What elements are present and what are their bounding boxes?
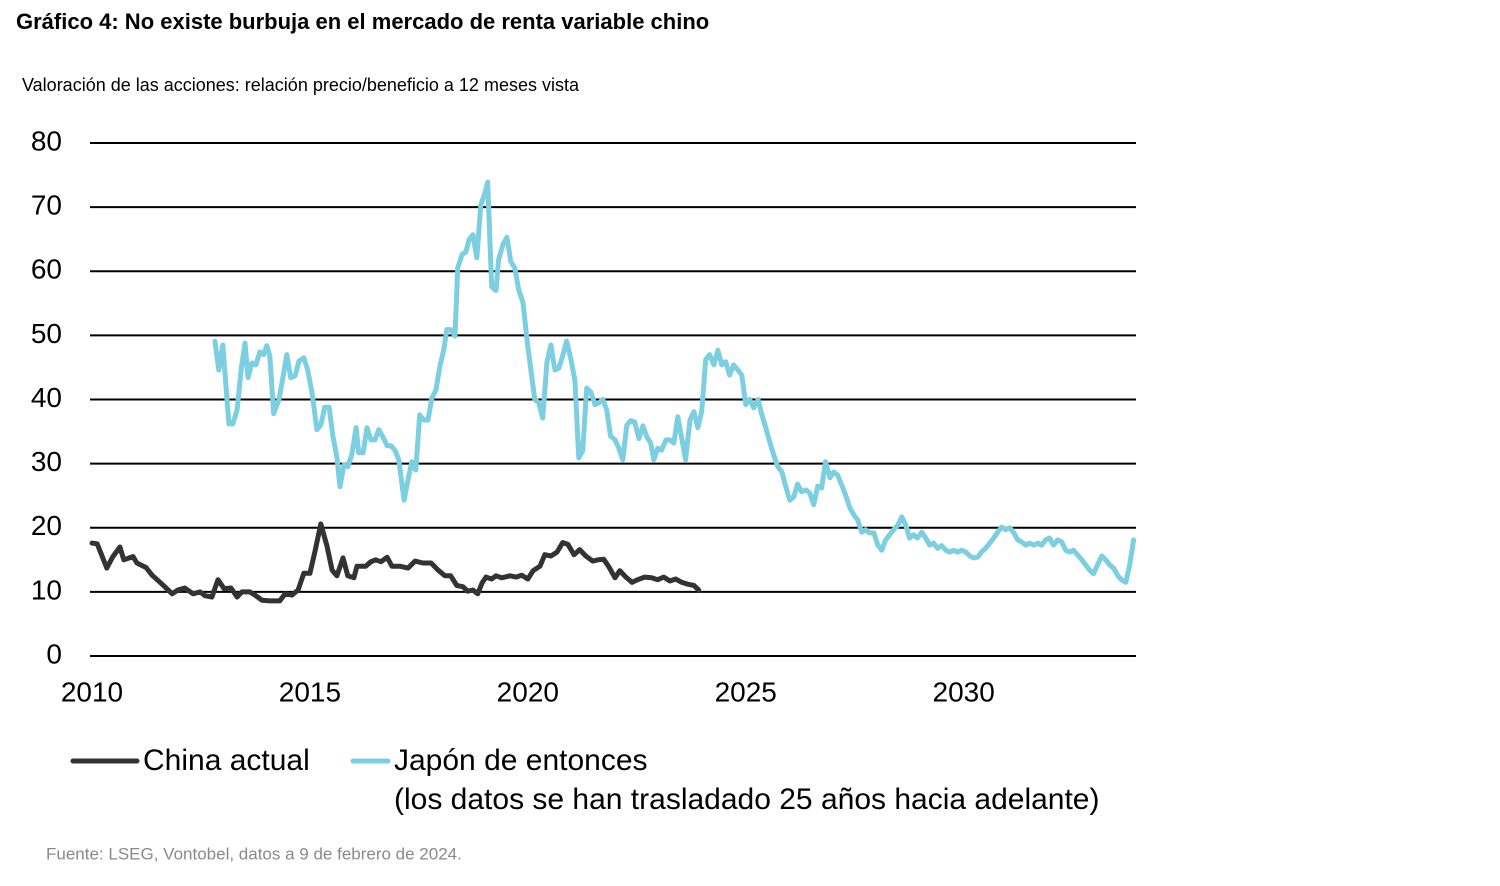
y-tick-label: 20 xyxy=(31,510,62,541)
legend-note: (los datos se han trasladado 25 años hac… xyxy=(394,783,1099,816)
x-tick-label: 2010 xyxy=(61,676,123,707)
series-line xyxy=(212,179,1137,585)
y-tick-label: 70 xyxy=(31,190,62,221)
chart-subtitle: Valoración de las acciones: relación pre… xyxy=(22,75,580,95)
y-tick-label: 10 xyxy=(31,574,62,605)
x-tick-label: 2030 xyxy=(933,676,995,707)
x-tick-label: 2025 xyxy=(715,676,777,707)
x-tick-label: 2020 xyxy=(497,676,559,707)
y-tick-label: 30 xyxy=(31,446,62,477)
y-tick-label: 40 xyxy=(31,382,62,413)
y-tick-label: 60 xyxy=(31,254,62,285)
y-tick-label: 0 xyxy=(46,638,62,669)
chart-title: Gráfico 4: No existe burbuja en el merca… xyxy=(16,9,709,34)
x-tick-label: 2015 xyxy=(279,676,341,707)
y-tick-label: 50 xyxy=(31,318,62,349)
series-line xyxy=(89,521,702,604)
legend-label: China actual xyxy=(143,744,310,777)
source-note: Fuente: LSEG, Vontobel, datos a 9 de feb… xyxy=(46,844,462,863)
legend-label: Japón de entonces xyxy=(394,744,648,777)
y-tick-label: 80 xyxy=(31,125,62,156)
